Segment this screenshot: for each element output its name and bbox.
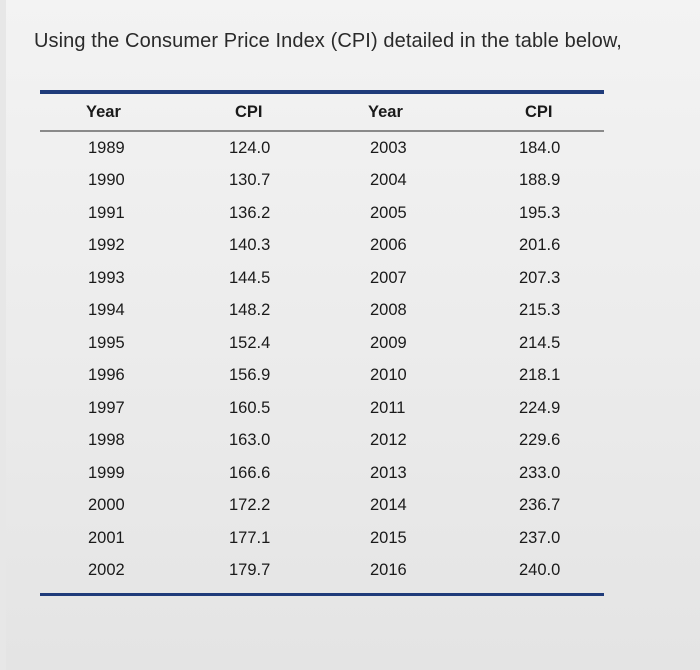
- cpi-table-container: Year CPI Year CPI 1989 124.0 2003 184.0 1990…: [40, 90, 604, 596]
- header-cpi-right: CPI: [463, 94, 604, 132]
- year-right-cell: 2003: [370, 138, 407, 157]
- year-left-cell: 2002: [88, 561, 125, 580]
- cpi-right-cell: 229.6: [519, 431, 561, 450]
- year-left-cell: 1995: [88, 333, 125, 352]
- year-left-cell: 2001: [88, 528, 125, 547]
- year-left-cell: 1993: [88, 268, 125, 287]
- header-cpi-left: CPI: [181, 94, 322, 132]
- cpi-left-cell: 148.2: [229, 301, 271, 320]
- cpi-left-cell: 144.5: [229, 268, 271, 287]
- year-right-cell: 2007: [370, 268, 407, 287]
- year-right-cell: 2010: [370, 366, 407, 385]
- year-left-cell: 1998: [88, 431, 125, 450]
- table-header-row: Year CPI Year CPI: [40, 94, 604, 132]
- cpi-right-cell: 224.9: [519, 398, 561, 417]
- year-left-cell: 1999: [88, 463, 125, 482]
- cpi-right-cell: 207.3: [519, 268, 561, 287]
- year-right-cell: 2008: [370, 301, 407, 320]
- table-row: 1996 156.9 2010 218.1: [40, 360, 604, 393]
- table-row: 1998 163.0 2012 229.6: [40, 425, 604, 458]
- cpi-right-cell: 184.0: [519, 138, 561, 157]
- cpi-right-cell: 215.3: [519, 301, 561, 320]
- year-left-cell: 1991: [88, 203, 125, 222]
- cpi-left-cell: 140.3: [229, 236, 271, 255]
- cpi-left-cell: 130.7: [229, 171, 271, 190]
- cpi-left-cell: 152.4: [229, 333, 271, 352]
- table-row: 1994 148.2 2008 215.3: [40, 295, 604, 328]
- year-right-cell: 2006: [370, 236, 407, 255]
- header-year-left: Year: [40, 94, 181, 132]
- table-row: 1991 136.2 2005 195.3: [40, 197, 604, 230]
- header-year-right: Year: [322, 94, 463, 132]
- year-left-cell: 1994: [88, 301, 125, 320]
- table-row: 1995 152.4 2009 214.5: [40, 327, 604, 360]
- cpi-right-cell: 188.9: [519, 171, 561, 190]
- cpi-left-cell: 166.6: [229, 463, 271, 482]
- year-left-cell: 2000: [88, 496, 125, 515]
- table-bottom-rule: [40, 593, 604, 596]
- table-row: 1993 144.5 2007 207.3: [40, 262, 604, 295]
- year-right-cell: 2009: [370, 333, 407, 352]
- cpi-right-cell: 240.0: [519, 561, 561, 580]
- cpi-table: Year CPI Year CPI 1989 124.0 2003 184.0 1990…: [40, 94, 604, 587]
- cpi-right-cell: 218.1: [519, 366, 561, 385]
- cpi-left-cell: 177.1: [229, 528, 271, 547]
- intro-text: Using the Consumer Price Index (CPI) det…: [34, 30, 622, 52]
- table-row: 1997 160.5 2011 224.9: [40, 392, 604, 425]
- cpi-right-cell: 236.7: [519, 496, 561, 515]
- year-right-cell: 2015: [370, 528, 407, 547]
- cpi-left-cell: 136.2: [229, 203, 271, 222]
- year-right-cell: 2014: [370, 496, 407, 515]
- cpi-left-cell: 163.0: [229, 431, 271, 450]
- cpi-left-cell: 179.7: [229, 561, 271, 580]
- year-right-cell: 2013: [370, 463, 407, 482]
- cpi-left-cell: 124.0: [229, 138, 271, 157]
- year-left-cell: 1992: [88, 236, 125, 255]
- year-left-cell: 1997: [88, 398, 125, 417]
- cpi-right-cell: 237.0: [519, 528, 561, 547]
- year-right-cell: 2004: [370, 171, 407, 190]
- cpi-left-cell: 172.2: [229, 496, 271, 515]
- table-row: 2000 172.2 2014 236.7: [40, 490, 604, 523]
- table-row: 2001 177.1 2015 237.0: [40, 522, 604, 555]
- year-right-cell: 2016: [370, 561, 407, 580]
- year-right-cell: 2012: [370, 431, 407, 450]
- cpi-right-cell: 233.0: [519, 463, 561, 482]
- cpi-right-cell: 214.5: [519, 333, 561, 352]
- year-right-cell: 2011: [370, 398, 406, 417]
- cpi-left-cell: 156.9: [229, 366, 271, 385]
- table-top-rule: [40, 90, 604, 94]
- cpi-right-cell: 201.6: [519, 236, 561, 255]
- table-row: 2002 179.7 2016 240.0: [40, 555, 604, 588]
- year-left-cell: 1996: [88, 366, 125, 385]
- cpi-right-cell: 195.3: [519, 203, 561, 222]
- year-left-cell: 1990: [88, 171, 125, 190]
- table-row: 1992 140.3 2006 201.6: [40, 230, 604, 263]
- year-right-cell: 2005: [370, 203, 407, 222]
- year-left-cell: 1989: [88, 138, 125, 157]
- table-row: 1990 130.7 2004 188.9: [40, 165, 604, 198]
- cpi-left-cell: 160.5: [229, 398, 271, 417]
- table-row: 1989 124.0 2003 184.0: [40, 131, 604, 165]
- table-row: 1999 166.6 2013 233.0: [40, 457, 604, 490]
